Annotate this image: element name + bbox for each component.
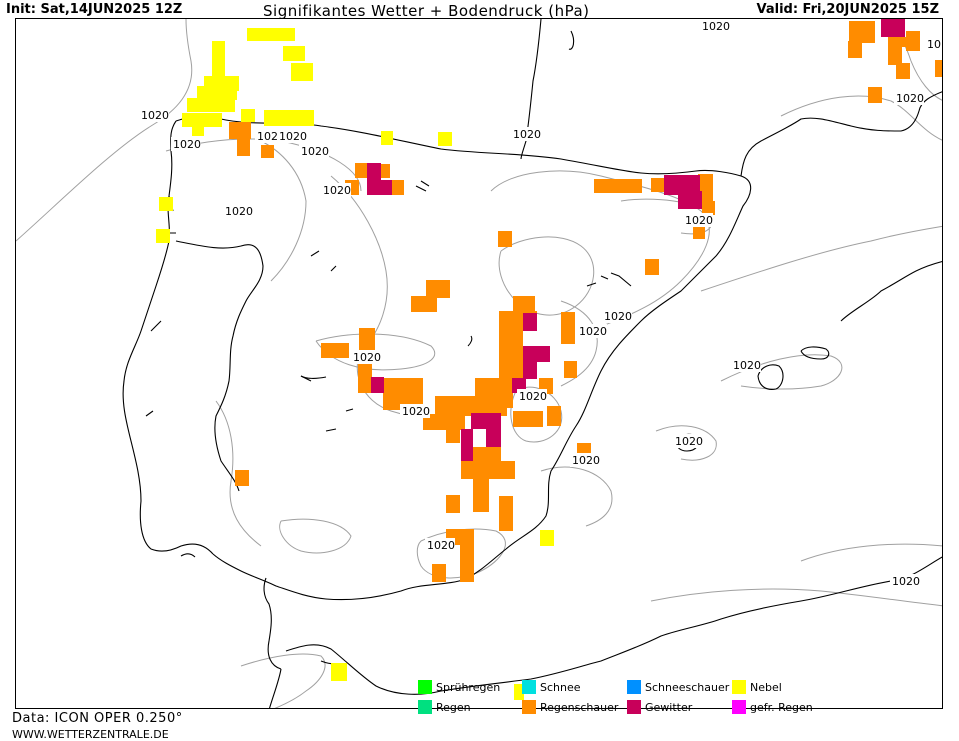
site-credit: WWW.WETTERZENTRALE.DE (12, 728, 169, 741)
isobar-label-cut: 10 (927, 38, 941, 51)
legend-label: Schnee (540, 680, 581, 694)
isobar-label: 1020 (513, 128, 541, 141)
legend-label: Schneeschauer (645, 680, 730, 694)
isobar-label: 1020 (892, 575, 920, 588)
legend-item-schneeschauer: Schneeschauer (627, 680, 729, 694)
data-source: Data: ICON OPER 0.250° (12, 711, 183, 726)
weather-map: 1020 1020 102 1020 1020 1020 1020 1020 1… (15, 18, 943, 709)
isobar-label: 1020 (323, 184, 351, 197)
legend-swatch (418, 700, 432, 714)
legend-swatch (418, 680, 432, 694)
isobar-label: 1020 (141, 109, 169, 122)
legend-swatch (627, 680, 641, 694)
legend-item-nebel: Nebel (732, 680, 782, 694)
legend-label: gefr. Regen (750, 700, 813, 714)
isobar-label: 1020 (896, 92, 924, 105)
legend-label: Gewitter (645, 700, 693, 714)
legend-label: Regenschauer (540, 700, 619, 714)
map-title: Signifikantes Wetter + Bodendruck (hPa) (263, 2, 590, 20)
legend-swatch (522, 700, 536, 714)
isobar-label: 1020 (225, 205, 253, 218)
legend-item-gewitter: Gewitter (627, 700, 692, 714)
isobar-labels: 1020 1020 102 1020 1020 1020 1020 1020 1… (139, 19, 942, 588)
isobar-label: 1020 (702, 20, 730, 33)
isobar-label: 1020 (301, 145, 329, 158)
legend-item-gefr-regen: gefr. Regen (732, 700, 813, 714)
legend-label: Sprühregen (436, 680, 501, 694)
nebel-cells (156, 28, 554, 700)
isobar-label: 1020 (604, 310, 632, 323)
isobar-label: 1020 (402, 405, 430, 418)
legend-label: Nebel (750, 680, 782, 694)
legend-item-regen: Regen (418, 700, 471, 714)
legend-swatch (732, 680, 746, 694)
regenschauer-cells (229, 21, 942, 582)
legend-item-schnee: Schnee (522, 680, 581, 694)
legend-swatch (522, 680, 536, 694)
gewitter-cells (367, 19, 905, 461)
isobar-label: 1020 (579, 325, 607, 338)
legend-item-regenschauer: Regenschauer (522, 700, 618, 714)
isobar-label: 1020 (519, 390, 547, 403)
isobar-label: 1020 (572, 454, 600, 467)
isobar-label: 1020 (733, 359, 761, 372)
isobars (16, 19, 942, 708)
isobar-label: 1020 (279, 130, 307, 143)
isobar-label: 1020 (685, 214, 713, 227)
isobar-label: 1020 (675, 435, 703, 448)
valid-time: Valid: Fri,20JUN2025 15Z (756, 2, 939, 17)
legend-label: Regen (436, 700, 471, 714)
legend-item-spruehregen: Sprühregen (418, 680, 500, 694)
isobar-label: 1020 (173, 138, 201, 151)
isobar-label: 1020 (427, 539, 455, 552)
legend-swatch (732, 700, 746, 714)
isobar-label-cut: 102 (257, 130, 278, 143)
isobar-label: 1020 (353, 351, 381, 364)
legend-swatch (627, 700, 641, 714)
init-time: Init: Sat,14JUN2025 12Z (6, 2, 183, 17)
